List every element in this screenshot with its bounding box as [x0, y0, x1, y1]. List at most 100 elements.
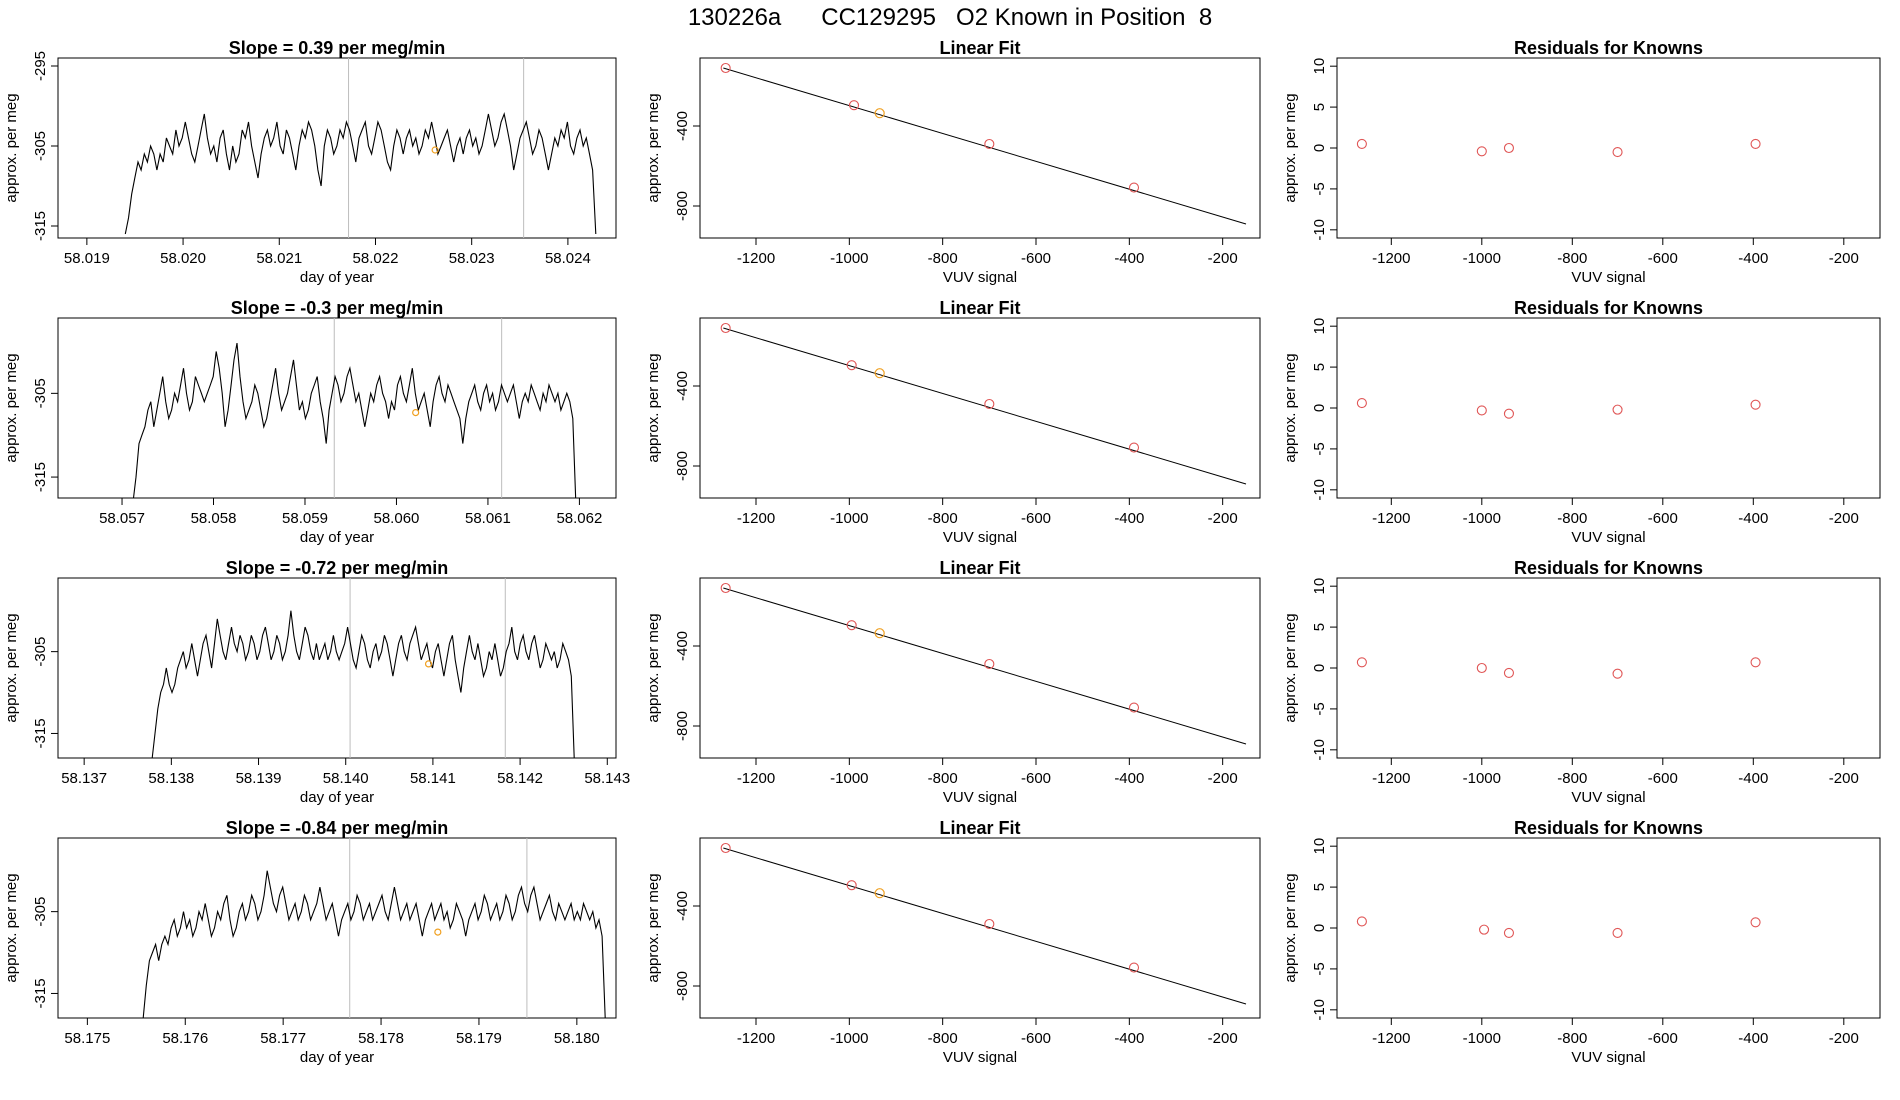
y-tick-label: -400 [674, 371, 691, 401]
x-tick-label: -1000 [830, 510, 868, 527]
known-point [1356, 916, 1367, 927]
panel-r4-c3: Residuals for Knowns -1200 -1000 -800 -600 -4… [1282, 818, 1881, 1066]
plot-frame [57, 837, 617, 1019]
x-tick-label: -1200 [1372, 1030, 1410, 1047]
y-tick-label: 10 [1311, 318, 1328, 335]
plot-area [720, 62, 1247, 225]
x-tick-label: 58.141 [410, 770, 456, 787]
y-tick-label: 10 [1311, 58, 1328, 75]
x-tick-label: -1200 [1372, 250, 1410, 267]
y-tick-label: -10 [1311, 999, 1328, 1021]
y-axis-label: approx. per meg [1282, 93, 1299, 202]
panel-r3-c3: Residuals for Knowns -1200 -1000 -800 -600 -4… [1282, 558, 1881, 806]
known-point [1503, 927, 1514, 938]
x-axis-label: VUV signal [943, 529, 1017, 546]
known-point [1503, 408, 1514, 419]
x-tick-label: 58.020 [160, 250, 206, 267]
panel-title: Slope = -0.72 per meg/min [226, 558, 449, 578]
x-tick-label: 58.024 [545, 250, 591, 267]
plot-area [1356, 138, 1761, 158]
x-tick-label: -600 [1021, 250, 1051, 267]
y-tick-label: -400 [674, 891, 691, 921]
panel-r2-c3: Residuals for Knowns -1200 -1000 -800 -600 -4… [1282, 298, 1881, 546]
x-tick-label: 58.180 [554, 1030, 600, 1047]
x-tick-label: -1000 [1463, 770, 1501, 787]
x-tick-label: -600 [1648, 510, 1678, 527]
y-tick-label: -400 [674, 111, 691, 141]
known-point [1612, 404, 1623, 415]
panel-r2-c1: Slope = -0.3 per meg/min 58.057 58.058 58.0… [3, 298, 617, 546]
x-tick-label: -200 [1829, 250, 1859, 267]
y-tick-label: -800 [674, 191, 691, 221]
x-tick-label: -200 [1208, 250, 1238, 267]
known-point [984, 658, 995, 670]
x-tick-label: -200 [1829, 770, 1859, 787]
known-point [1612, 668, 1623, 679]
x-tick-label: -1000 [830, 770, 868, 787]
x-axis-label: day of year [300, 1049, 374, 1066]
known-point [720, 62, 731, 74]
known-point [1750, 917, 1761, 928]
plot-frame [1336, 317, 1881, 499]
known-point [1128, 702, 1140, 713]
known-point [846, 880, 857, 891]
panel-r1-c2: Linear Fit -1200 -1000 -800 -600 -400 -200 VUV … [645, 38, 1261, 286]
known-point [1750, 138, 1761, 149]
x-tick-label: -400 [1114, 1030, 1144, 1047]
panel-title: Linear Fit [939, 818, 1020, 838]
x-tick-label: -400 [1738, 510, 1768, 527]
x-tick-label: -200 [1208, 1030, 1238, 1047]
x-tick-label: -800 [928, 770, 958, 787]
y-tick-label: -5 [1311, 962, 1328, 975]
plot-area [720, 842, 1247, 1005]
x-axis-label: day of year [300, 269, 374, 286]
y-tick-label: -305 [32, 897, 49, 927]
plot-area [142, 838, 606, 1018]
current-sample-marker [412, 409, 420, 417]
y-tick-label: 5 [1311, 363, 1328, 371]
x-tick-label: 58.021 [256, 250, 302, 267]
x-tick-label: -200 [1208, 510, 1238, 527]
known-point [720, 582, 731, 594]
y-tick-label: -305 [32, 637, 49, 667]
x-tick-label: 58.061 [465, 510, 511, 527]
x-tick-label: 58.057 [99, 510, 145, 527]
x-tick-label: -1000 [830, 1030, 868, 1047]
y-tick-label: -800 [674, 711, 691, 741]
fit-line [723, 327, 1247, 485]
y-tick-label: -305 [32, 378, 49, 408]
y-tick-label: -10 [1311, 479, 1328, 501]
plot-area [1356, 657, 1761, 679]
plot-frame [699, 577, 1261, 759]
x-tick-label: -800 [928, 1030, 958, 1047]
y-tick-label: -5 [1311, 702, 1328, 715]
x-tick-label: 58.022 [353, 250, 399, 267]
known-point [1128, 442, 1140, 453]
panel-title: Linear Fit [939, 38, 1020, 58]
panel-r1-c1: Slope = 0.39 per meg/min 58.019 58.020 58.0… [3, 38, 617, 286]
y-axis-label: approx. per meg [3, 353, 20, 462]
current-point [874, 368, 885, 379]
x-tick-label: -800 [1557, 1030, 1587, 1047]
x-axis-label: VUV signal [1571, 1049, 1645, 1066]
x-tick-label: -1200 [737, 1030, 775, 1047]
panel-title: Linear Fit [939, 558, 1020, 578]
x-tick-label: -600 [1021, 770, 1051, 787]
plot-frame [699, 837, 1261, 1019]
x-tick-label: -600 [1648, 770, 1678, 787]
y-axis-label: approx. per meg [645, 353, 662, 462]
x-tick-label: 58.138 [148, 770, 194, 787]
data-trace [124, 112, 597, 235]
plot-frame [57, 317, 617, 499]
known-point [1356, 138, 1367, 149]
current-sample-marker [424, 660, 433, 668]
plot-frame [1336, 57, 1881, 239]
x-axis-label: day of year [300, 529, 374, 546]
x-tick-label: 58.143 [584, 770, 630, 787]
x-tick-label: -800 [1557, 250, 1587, 267]
panel-title: Residuals for Knowns [1514, 38, 1703, 58]
y-tick-label: 5 [1311, 883, 1328, 891]
x-tick-label: 58.177 [260, 1030, 306, 1047]
x-tick-label: 58.059 [282, 510, 328, 527]
